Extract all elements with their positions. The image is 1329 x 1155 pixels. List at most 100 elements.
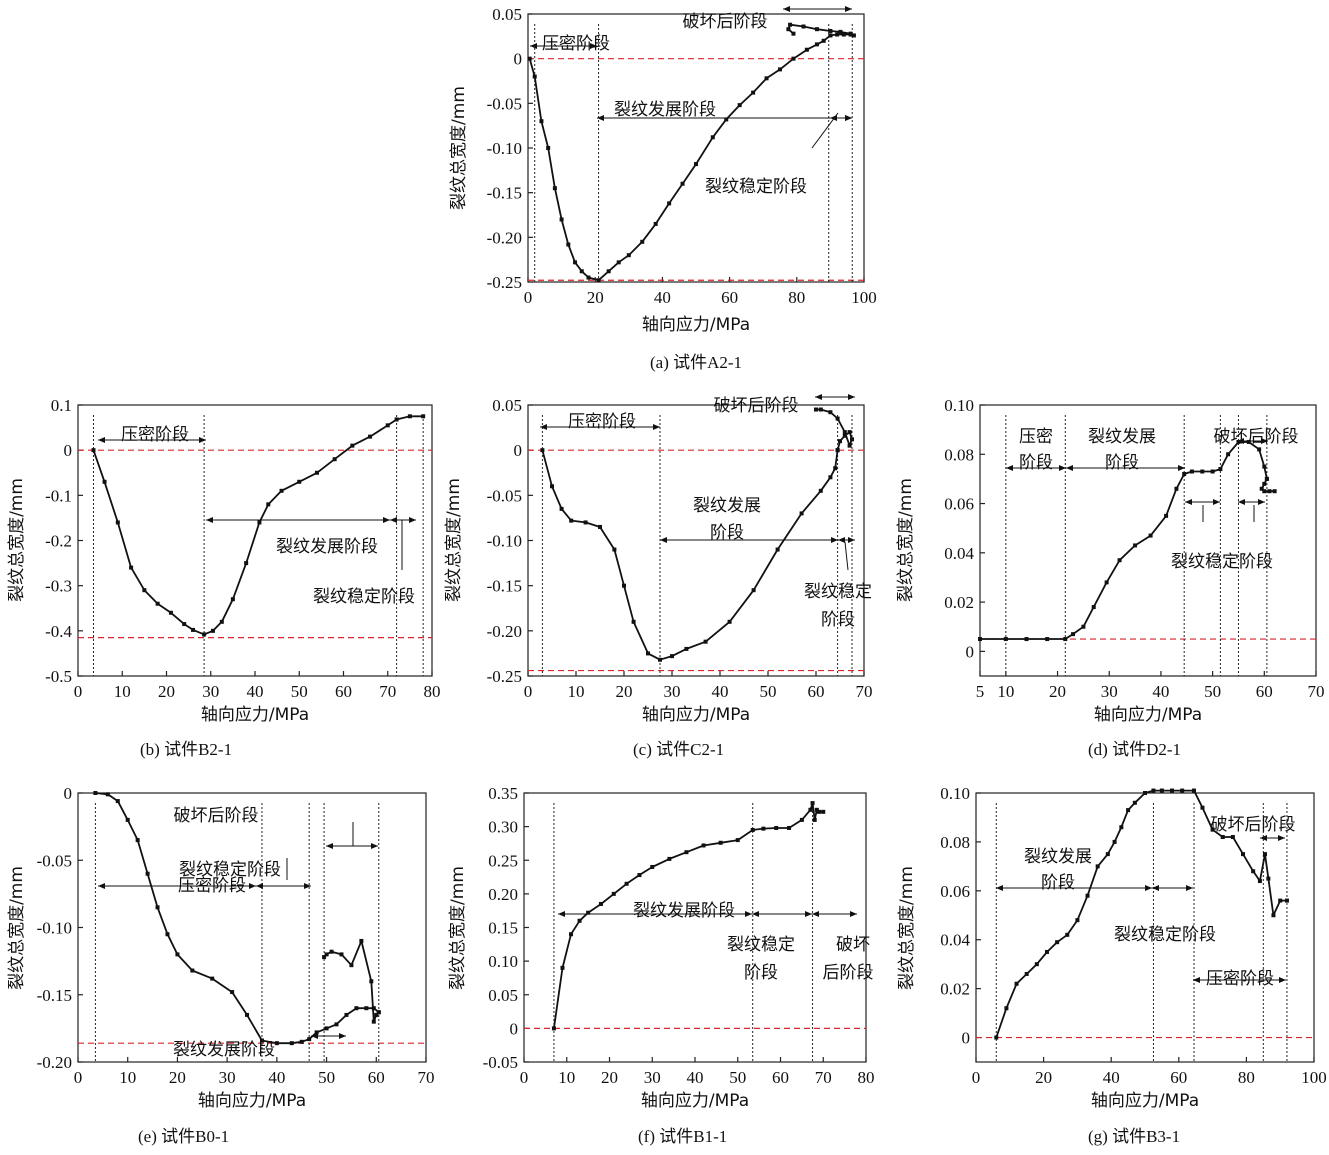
arrow-head-left <box>660 537 667 543</box>
arrow-head-left <box>530 43 537 49</box>
arrow-head-left <box>783 6 790 12</box>
data-point <box>155 601 160 606</box>
data-point <box>814 407 818 412</box>
arrow-head-left <box>812 911 819 917</box>
x-axis-label: 轴向应力/MPa <box>198 1091 306 1111</box>
data-point <box>1164 513 1169 518</box>
data-point <box>583 520 588 525</box>
arrow-head-right <box>383 517 390 523</box>
data-point <box>1182 471 1187 476</box>
y-tick-label: -0.20 <box>487 622 522 641</box>
series-line <box>92 415 424 636</box>
data-point <box>1284 898 1289 903</box>
data-point <box>369 979 374 984</box>
data-point <box>1075 918 1080 923</box>
data-point <box>1264 476 1269 481</box>
data-point <box>1133 543 1138 548</box>
x-tick-label: 0 <box>524 682 533 701</box>
y-tick-label: -0.2 <box>45 532 72 551</box>
data-point <box>684 646 689 651</box>
x-tick-label: 50 <box>1204 682 1221 701</box>
chart-d2-1: 5 10 20 30 40 50 60 70 0 0.02 0.04 0.06 0.08 0.10 压密阶段… <box>896 396 1325 759</box>
arrow-head-right <box>1186 885 1193 891</box>
data-point <box>1003 637 1008 642</box>
x-tick-label: 5 <box>976 682 985 701</box>
data-point <box>1262 481 1267 486</box>
data-point <box>1024 971 1029 976</box>
data-point <box>105 792 110 797</box>
data-point <box>421 414 426 419</box>
data-point <box>540 448 545 453</box>
stage-annotation: 压密阶段 <box>1206 969 1274 989</box>
y-tick-label: -0.20 <box>487 228 522 247</box>
data-point <box>165 932 170 937</box>
data-point <box>810 801 815 806</box>
y-tick-label: 0.08 <box>944 445 974 464</box>
data-point <box>245 1012 250 1017</box>
arrow-head-right <box>845 115 852 121</box>
arrow-head-left <box>1066 465 1073 471</box>
y-tick-label: 0.04 <box>940 931 970 950</box>
data-point <box>569 518 574 523</box>
data-point <box>1071 632 1076 637</box>
stage-annotation: 破坏后阶段 <box>714 396 799 416</box>
stage-annotation: 阶段 <box>1105 453 1139 473</box>
data-point <box>1230 835 1235 840</box>
data-point <box>329 949 334 954</box>
x-tick-label: 40 <box>687 1068 704 1087</box>
stage-annotation: 破坏 <box>836 935 870 955</box>
data-point <box>1218 467 1223 472</box>
y-tick-label: -0.05 <box>487 486 522 505</box>
data-point <box>994 1035 999 1040</box>
arrow-head-left <box>1185 499 1192 505</box>
data-point <box>828 33 833 38</box>
data-point <box>658 657 662 662</box>
stage-annotation: 裂纹稳定 <box>804 582 872 602</box>
data-point <box>324 1026 329 1031</box>
chart-c2-1: 0 10 20 30 40 50 60 70 -0.25 -0.20 -0.15 -0.10 -0.05… <box>444 394 873 759</box>
x-tick-label: 20 <box>158 682 175 701</box>
y-tick-label: 0.35 <box>488 784 518 803</box>
stage-annotation: 裂纹发展 <box>1088 427 1156 447</box>
y-axis-label: 裂纹总宽度/mm <box>7 866 27 990</box>
data-point <box>1091 605 1096 610</box>
stage-annotation: 压密阶段 <box>178 876 246 896</box>
data-point <box>1126 808 1131 813</box>
data-point <box>791 56 796 61</box>
x-tick-label: 0 <box>74 682 83 701</box>
arrow-head-left <box>1152 885 1159 891</box>
data-point <box>1081 624 1086 629</box>
y-tick-label: -0.15 <box>487 577 522 596</box>
y-tick-label: 0 <box>514 50 523 69</box>
data-point <box>1148 533 1153 538</box>
data-point <box>1180 788 1185 793</box>
stage-annotation: 破坏后阶段 <box>683 12 768 32</box>
data-point <box>1014 981 1019 986</box>
y-tick-label: 0.10 <box>944 396 974 415</box>
arrow-head-left <box>838 537 845 543</box>
y-tick-label: 0 <box>514 441 523 460</box>
y-tick-label: -0.5 <box>45 667 72 686</box>
y-tick-label: 0.08 <box>940 833 970 852</box>
data-point <box>93 791 98 795</box>
figure-caption: (b) 试件B2-1 <box>140 740 232 759</box>
data-point <box>257 520 262 525</box>
stage-annotation: 破坏后阶段 <box>174 806 259 826</box>
data-point <box>1200 805 1205 810</box>
x-tick-label: 80 <box>858 1068 875 1087</box>
data-point <box>115 799 120 804</box>
x-tick-label: 70 <box>379 682 396 701</box>
x-tick-label: 60 <box>335 682 352 701</box>
series-line <box>541 449 839 661</box>
data-point <box>190 968 195 973</box>
arrow-head-right <box>1279 977 1286 983</box>
y-tick-label: -0.05 <box>483 1053 518 1072</box>
y-tick-label: 0.02 <box>940 980 970 999</box>
data-point <box>1045 637 1050 642</box>
data-point <box>835 32 840 37</box>
data-point <box>727 619 732 624</box>
data-point <box>774 825 779 830</box>
y-tick-label: -0.10 <box>37 919 72 938</box>
x-tick-label: 10 <box>558 1068 575 1087</box>
data-point <box>1034 962 1039 967</box>
